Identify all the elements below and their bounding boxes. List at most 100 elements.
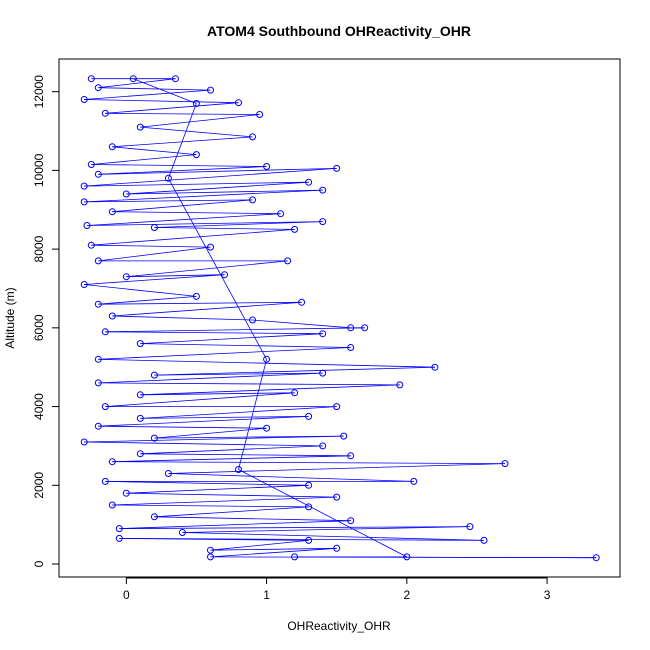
series-segment xyxy=(84,89,211,100)
data-point xyxy=(115,525,123,533)
series-segment xyxy=(84,189,323,203)
series-segment xyxy=(168,463,506,474)
series-segment xyxy=(140,384,400,396)
series-segment xyxy=(98,296,197,305)
data-point xyxy=(305,481,313,489)
data-point xyxy=(94,300,102,308)
series-segment xyxy=(140,406,337,419)
data-point xyxy=(150,434,158,442)
data-point xyxy=(431,363,439,371)
data-point xyxy=(94,422,102,430)
series-segment xyxy=(84,435,344,443)
series-segment xyxy=(91,154,197,165)
series-segment xyxy=(182,526,470,533)
x-tick-label: 3 xyxy=(544,588,551,602)
data-point xyxy=(305,503,313,511)
data-point xyxy=(284,257,292,265)
series-segment xyxy=(140,416,309,419)
data-point xyxy=(94,257,102,265)
data-point xyxy=(291,553,299,561)
data-point xyxy=(87,75,95,83)
data-point xyxy=(80,281,88,288)
data-point xyxy=(347,344,355,351)
data-point xyxy=(83,222,91,229)
series-segment xyxy=(210,547,337,551)
series-segment xyxy=(84,284,197,297)
data-point xyxy=(192,100,200,107)
data-point xyxy=(256,111,264,118)
data-point xyxy=(122,273,130,281)
series-segment xyxy=(140,333,323,344)
data-point xyxy=(235,99,242,107)
data-point xyxy=(305,412,313,420)
series-segment xyxy=(98,425,267,429)
series-segment xyxy=(84,181,309,187)
series-segment xyxy=(98,78,176,89)
data-point xyxy=(403,553,411,561)
series-segment xyxy=(154,516,351,522)
data-point xyxy=(101,109,109,117)
series-segment xyxy=(84,168,337,187)
data-point xyxy=(347,324,355,332)
data-point xyxy=(347,452,355,460)
data-point xyxy=(319,186,327,194)
series-segment xyxy=(154,227,295,230)
data-point xyxy=(136,123,144,131)
series-segment xyxy=(98,87,211,91)
series-segment xyxy=(84,199,253,203)
data-point xyxy=(249,196,256,204)
data-point xyxy=(207,546,214,554)
data-point xyxy=(122,489,130,497)
series-segment xyxy=(98,382,400,386)
data-point xyxy=(129,75,137,83)
data-point xyxy=(263,355,271,363)
series-segment xyxy=(86,213,281,226)
series-segment xyxy=(140,392,295,396)
data-point xyxy=(108,458,116,466)
data-point xyxy=(101,403,109,411)
series-segment xyxy=(84,99,239,104)
data-point xyxy=(480,536,488,544)
data-point xyxy=(361,324,369,332)
y-tick-label: 0 xyxy=(32,560,46,567)
series-segment xyxy=(182,532,485,541)
series-segment xyxy=(105,102,239,114)
series-segment xyxy=(238,359,267,470)
series-segment xyxy=(98,168,337,175)
x-axis-label: OHReactivity_OHR xyxy=(287,619,391,633)
data-point xyxy=(207,553,214,561)
data-point xyxy=(249,133,256,141)
series-segment xyxy=(140,114,260,128)
data-point xyxy=(249,316,256,324)
data-point xyxy=(94,84,102,92)
series-segment xyxy=(98,166,267,175)
data-point xyxy=(263,163,271,170)
series-segment xyxy=(140,126,253,138)
data-point xyxy=(396,381,404,389)
series-segment xyxy=(168,103,197,179)
data-point xyxy=(136,414,144,422)
series-segment xyxy=(168,473,414,482)
series-segment xyxy=(98,347,351,360)
series-segment xyxy=(84,274,225,285)
y-tick-label: 8000 xyxy=(32,235,46,262)
series-segment xyxy=(154,427,267,439)
y-axis: 0 2000 4000 6000 8000 10000 12000 xyxy=(32,75,60,567)
series-segment xyxy=(119,538,309,541)
data-point xyxy=(122,190,130,198)
series-segment xyxy=(105,331,323,335)
data-point xyxy=(136,450,144,458)
y-tick-label: 12000 xyxy=(32,75,46,109)
series-segment xyxy=(112,504,309,508)
y-tick-label: 10000 xyxy=(32,153,46,187)
data-point xyxy=(207,86,214,94)
y-tick-label: 2000 xyxy=(32,472,46,499)
data-point xyxy=(87,241,95,249)
data-point xyxy=(291,389,299,397)
data-point xyxy=(298,298,306,306)
series-segment xyxy=(84,441,323,447)
data-point xyxy=(108,143,116,151)
series-segment xyxy=(154,506,309,518)
